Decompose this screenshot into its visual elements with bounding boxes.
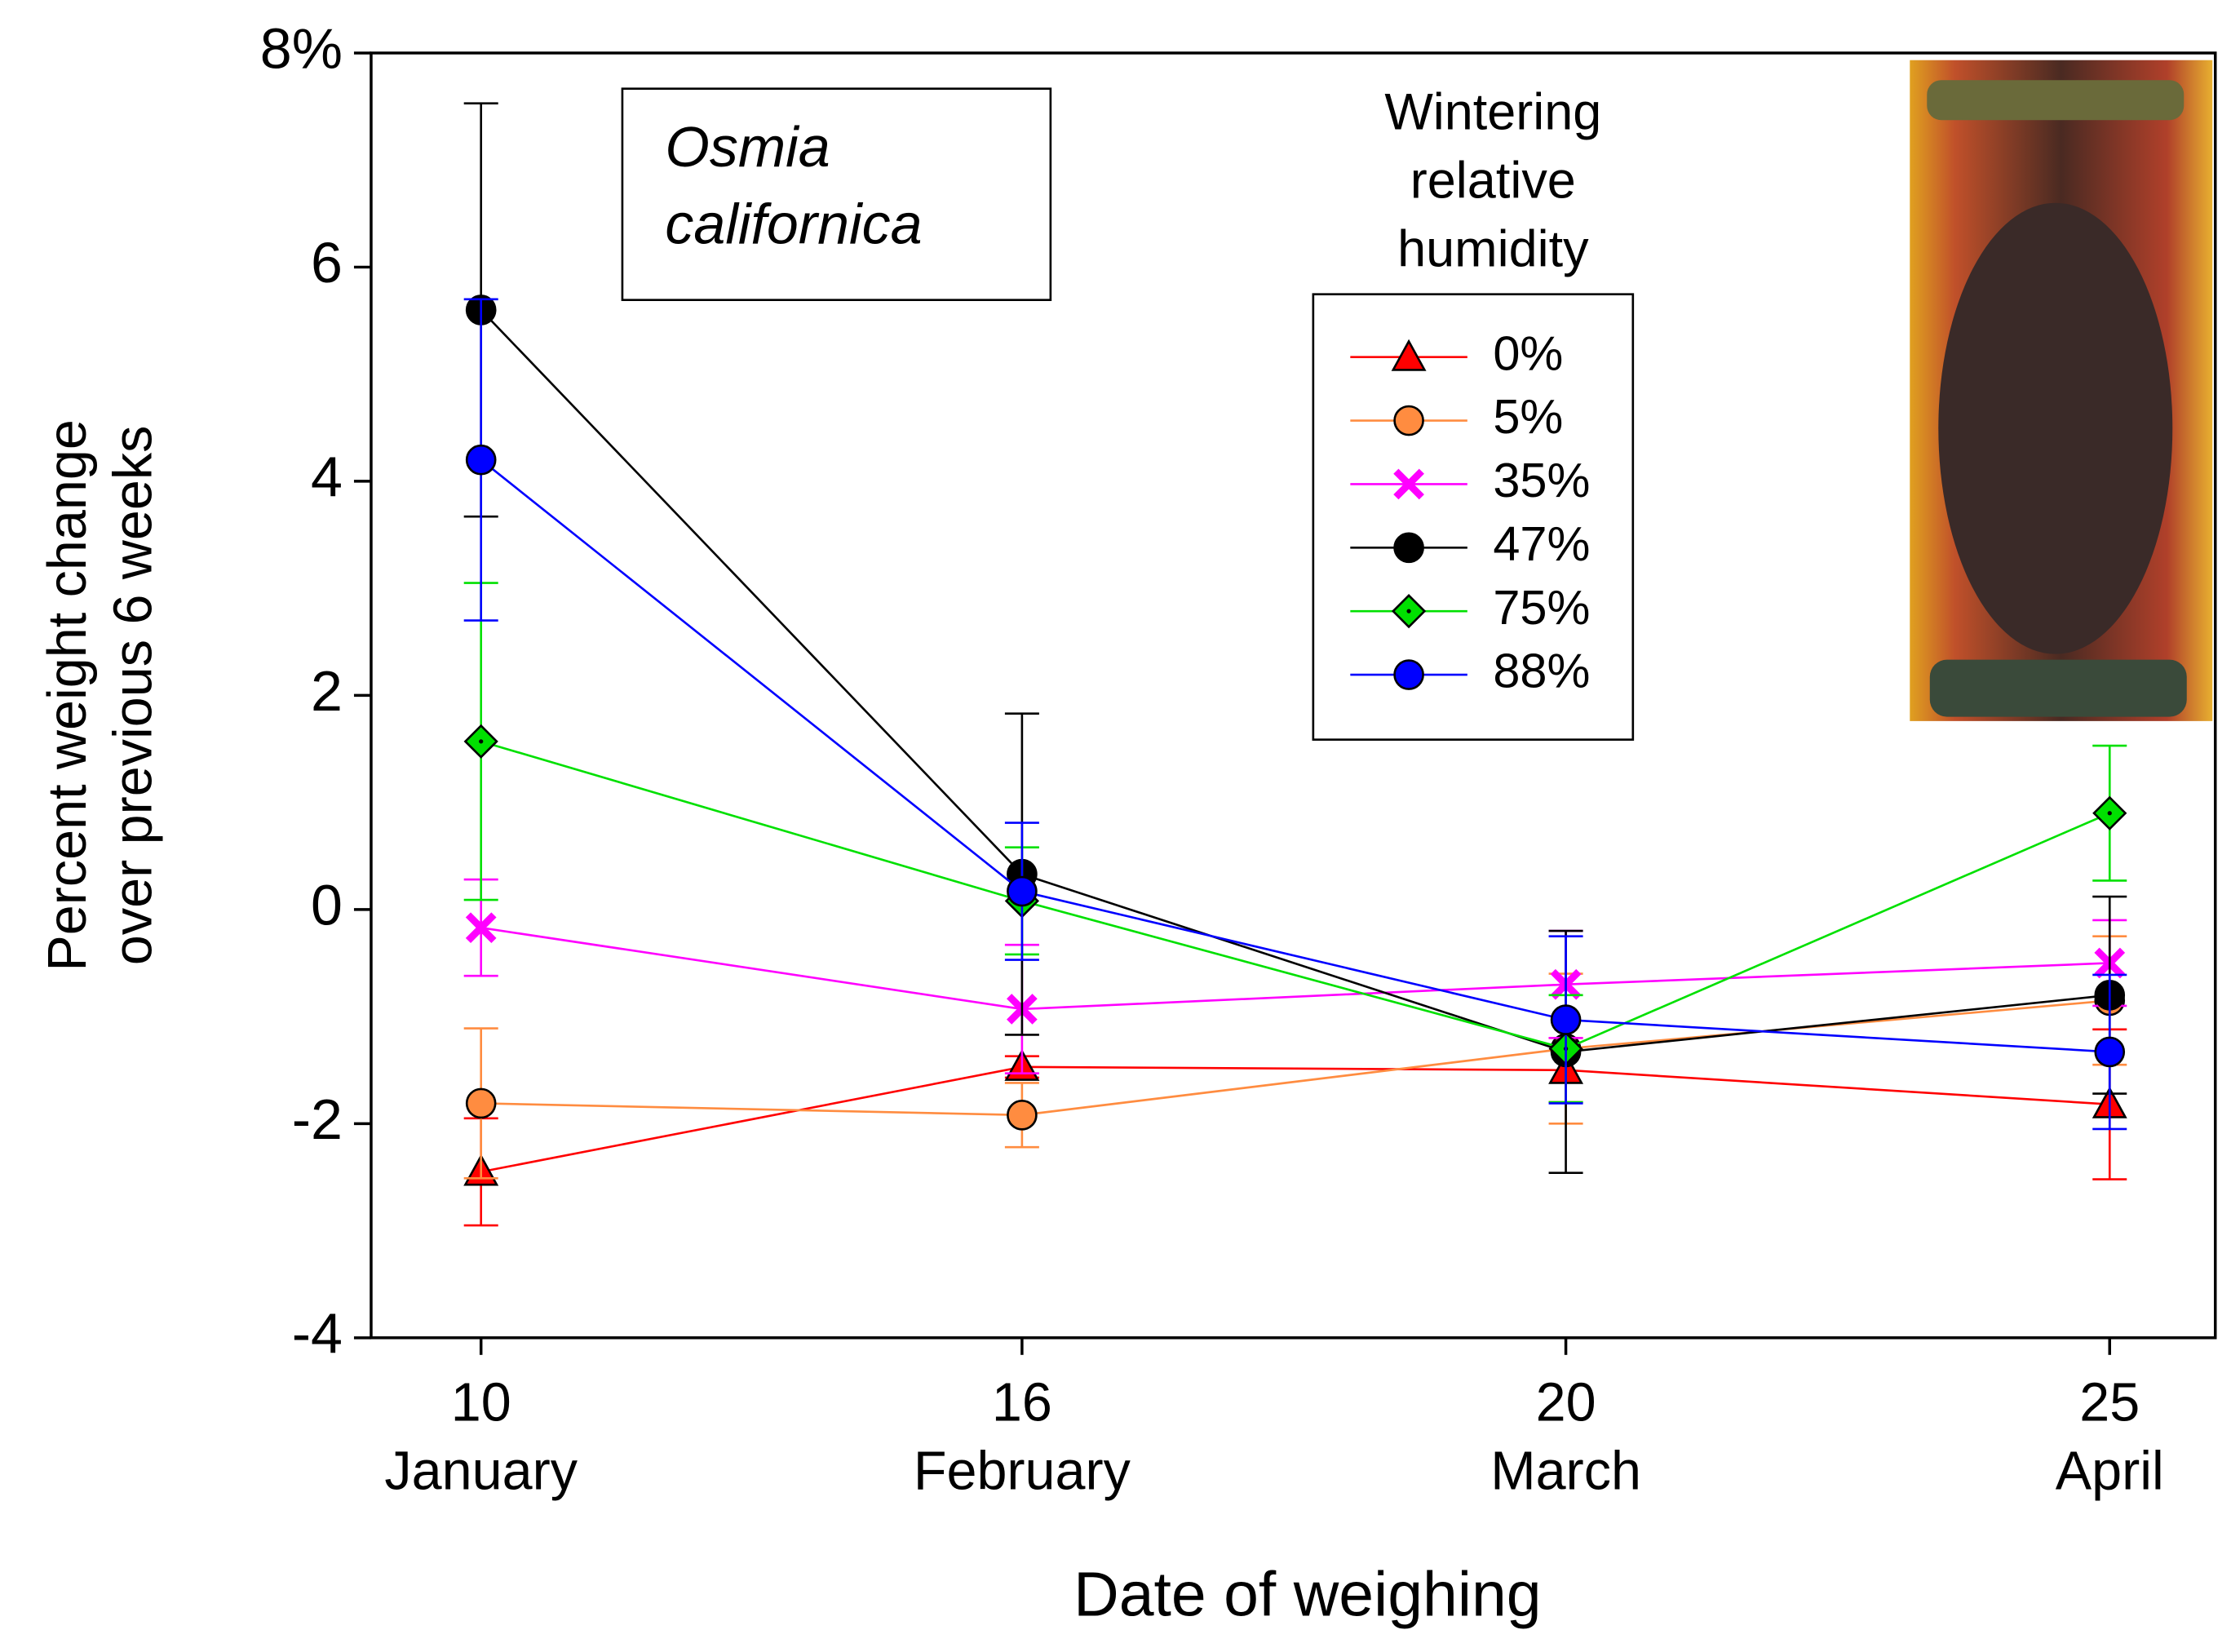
legend-label: 35% [1493, 453, 1590, 507]
series-line [480, 740, 2110, 1050]
series [463, 298, 2127, 1131]
y-tick-label: 6 [311, 231, 343, 295]
marker-dot [479, 739, 484, 744]
y-tick-label: 8% [260, 16, 343, 80]
series-line [480, 999, 2110, 1117]
x-tick-label: February [914, 1441, 1131, 1501]
series [463, 582, 2127, 1104]
y-tick-label: 2 [311, 659, 343, 723]
legend-title: humidity [1397, 221, 1589, 278]
legend-box [1312, 293, 1635, 741]
x-tick-label: April [2056, 1441, 2164, 1501]
legend-label: 5% [1493, 389, 1563, 444]
legend-label: 88% [1493, 644, 1590, 698]
photo [1910, 60, 2213, 721]
series [463, 1028, 2127, 1227]
x-tick-label: January [384, 1441, 578, 1501]
marker [1007, 875, 1038, 907]
legend-title: relative [1410, 153, 1576, 210]
x-axis-label: Date of weighing [1073, 1559, 1541, 1629]
marker [1550, 1004, 1582, 1035]
marker-dot [2107, 811, 2112, 816]
marker [465, 1087, 497, 1119]
y-axis-label: over previous 6 weeks [104, 426, 164, 965]
legend-label: 75% [1493, 580, 1590, 635]
marker [1393, 405, 1424, 436]
marker [465, 912, 497, 944]
legend-label: 47% [1493, 516, 1590, 571]
annotation: californica [665, 193, 922, 256]
marker-dot [1406, 609, 1411, 613]
y-tick-label: 4 [311, 445, 343, 508]
marker [1391, 339, 1427, 371]
marker [2094, 1036, 2126, 1068]
x-tick-label: 16 [992, 1372, 1052, 1433]
annotation: Osmia [665, 115, 830, 179]
series-line [480, 926, 2110, 1011]
marker [465, 444, 497, 476]
series-line [480, 458, 2110, 1053]
marker [1393, 468, 1424, 500]
y-axis-label: Percent weight change [38, 419, 98, 971]
y-tick-label: -2 [292, 1087, 343, 1151]
series [463, 878, 2127, 1074]
x-tick-label: March [1490, 1441, 1641, 1501]
y-tick-label: -4 [292, 1301, 343, 1365]
marker [1007, 1100, 1038, 1131]
x-tick-label: 25 [2079, 1372, 2140, 1433]
annotation-box [621, 87, 1052, 301]
legend-title: Wintering [1384, 84, 1601, 141]
legend-label: 0% [1493, 326, 1563, 380]
series-line [480, 309, 2110, 1053]
y-tick-label: 0 [311, 873, 343, 937]
marker [1393, 659, 1424, 690]
marker [1393, 532, 1424, 564]
x-tick-label: 10 [451, 1372, 511, 1433]
series-line [480, 1065, 2110, 1173]
x-tick-label: 20 [1536, 1372, 1596, 1433]
